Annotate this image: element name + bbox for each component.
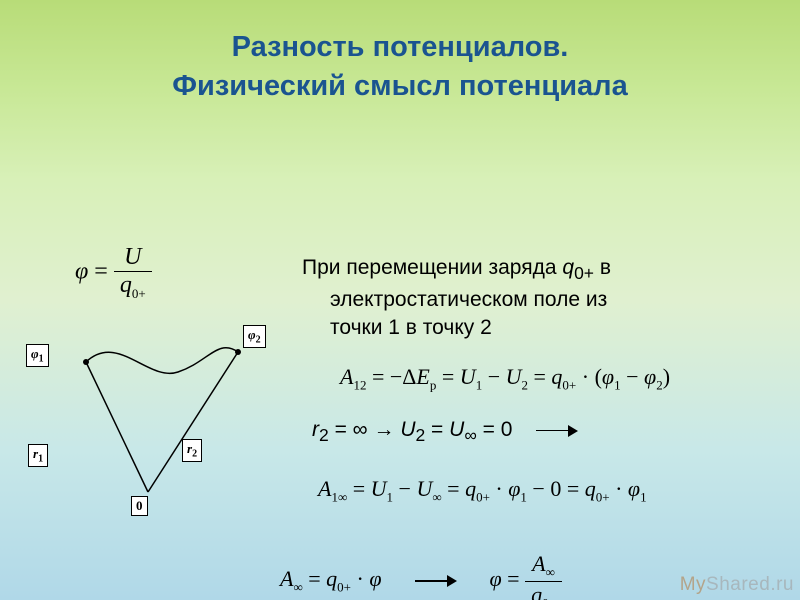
paragraph: При перемещении заряда q0+ в электростат… <box>302 254 772 343</box>
watermark: MyShared.ru <box>680 574 794 596</box>
frac-numerator: U <box>114 244 152 272</box>
equation-final: A∞ = q0+ · φ φ = A∞ q0+ <box>280 551 562 600</box>
watermark-suffix: Shared.ru <box>706 574 794 595</box>
label-r1: r1 <box>28 444 48 467</box>
point-phi1 <box>83 359 89 365</box>
arrow-icon-2 <box>415 574 457 588</box>
frac-denominator: q0+ <box>114 272 152 302</box>
label-phi2: φ2 <box>243 325 266 348</box>
arrow-icon <box>536 424 578 438</box>
label-phi1: φ1 <box>26 344 49 367</box>
edge-r1 <box>86 362 148 492</box>
equation-a1inf: A1∞ = U1 − U∞ = q0+ · φ1 − 0 = q0+ · φ1 <box>318 476 647 505</box>
watermark-prefix: My <box>680 574 706 595</box>
para-line3: точки 1 в точку 2 <box>302 316 492 339</box>
para-line1a: При перемещении заряда <box>302 256 562 279</box>
para-line2: электростатическом поле из <box>302 288 607 311</box>
diagram-svg <box>18 324 298 524</box>
label-r2: r2 <box>182 439 202 462</box>
curve-path <box>86 348 238 374</box>
equation-a12: A12 = −ΔEp = U1 − U2 = q0+ · (φ1 − φ2) <box>340 364 670 393</box>
title-line-2: Физический смысл потенциала <box>0 67 800 106</box>
label-zero: 0 <box>131 496 148 516</box>
title-line-1: Разность потенциалов. <box>0 28 800 67</box>
para-line1b: в <box>594 256 611 279</box>
para-charge-sub: 0+ <box>574 263 594 283</box>
equals-sign: = <box>88 259 114 285</box>
point-phi2 <box>235 349 241 355</box>
diagram: φ1 φ2 r1 r2 0 <box>18 324 298 524</box>
para-charge-var: q <box>562 256 574 279</box>
limit-line: r2 = ∞ → U2 = U∞ = 0 <box>312 416 578 448</box>
formula-phi-main: φ = U q0+ <box>75 244 152 302</box>
phi-var: φ <box>75 259 88 285</box>
